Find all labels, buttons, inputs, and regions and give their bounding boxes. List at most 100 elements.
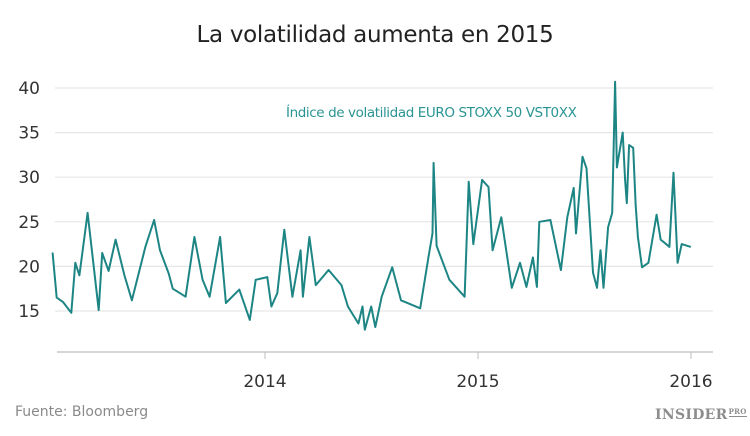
- data-point: [159, 249, 161, 252]
- data-point: [114, 238, 117, 241]
- data-point: [101, 252, 103, 254]
- data-point: [78, 274, 81, 277]
- data-point: [370, 305, 373, 308]
- data-point: [592, 271, 594, 274]
- data-point: [254, 278, 257, 281]
- data-point: [655, 213, 658, 216]
- insider-pro-logo: INSIDERPRO: [655, 407, 747, 423]
- y-tick-label: 20: [18, 257, 40, 277]
- data-point: [585, 167, 588, 170]
- data-point: [536, 286, 538, 288]
- data-point: [481, 179, 483, 181]
- x-tick-label: 2015: [456, 372, 499, 392]
- data-point: [572, 187, 575, 189]
- data-point: [596, 287, 598, 289]
- data-point: [299, 249, 302, 252]
- data-point: [616, 166, 618, 169]
- data-point: [270, 305, 273, 308]
- data-point: [419, 307, 422, 310]
- data-point: [153, 219, 155, 221]
- data-point: [435, 245, 438, 247]
- data-point: [86, 212, 89, 214]
- y-tick-label: 40: [18, 79, 40, 99]
- data-point: [621, 131, 624, 134]
- data-point: [276, 292, 279, 294]
- y-tick-label: 30: [18, 168, 40, 188]
- data-point: [467, 180, 470, 183]
- data-point: [689, 245, 692, 248]
- data-point: [171, 287, 174, 290]
- data-point: [448, 278, 451, 281]
- y-tick-label: 35: [18, 124, 40, 144]
- data-point: [184, 295, 187, 298]
- data-point: [97, 309, 100, 311]
- data-point: [357, 322, 360, 325]
- data-point: [487, 186, 490, 188]
- data-point: [668, 245, 671, 248]
- data-point: [308, 236, 311, 238]
- data-point: [532, 256, 534, 259]
- data-point: [266, 276, 269, 278]
- data-point: [611, 212, 614, 214]
- data-point: [363, 328, 366, 331]
- data-point: [659, 238, 662, 241]
- data-point: [427, 256, 430, 259]
- data-point: [641, 266, 643, 269]
- data-point: [167, 272, 170, 275]
- data-point: [549, 219, 552, 221]
- data-point: [626, 202, 628, 204]
- data-point: [283, 229, 286, 231]
- data-point: [144, 245, 147, 248]
- data-point: [340, 284, 343, 286]
- y-tick-label: 25: [18, 213, 40, 233]
- data-point: [327, 269, 330, 271]
- data-point: [463, 295, 466, 298]
- x-tick-label: 2016: [669, 372, 712, 392]
- data-point: [581, 155, 584, 158]
- data-point: [560, 269, 562, 271]
- data-point: [602, 287, 605, 289]
- data-point: [380, 295, 383, 298]
- y-tick-label: 15: [18, 302, 40, 322]
- data-point: [374, 326, 377, 328]
- data-point: [432, 162, 435, 164]
- data-point: [302, 295, 304, 298]
- data-point: [238, 288, 241, 291]
- data-point: [465, 249, 468, 252]
- data-point: [193, 236, 196, 238]
- data-point: [55, 296, 58, 299]
- data-point: [201, 278, 204, 281]
- data-point: [249, 319, 251, 321]
- series-annotation: Índice de volatilidad EURO STOXX 50 VST0…: [286, 104, 577, 121]
- data-point: [632, 146, 635, 149]
- data-point: [647, 262, 650, 264]
- data-point: [74, 262, 77, 264]
- data-point: [634, 203, 637, 205]
- data-point: [538, 221, 541, 223]
- data-point: [511, 287, 513, 289]
- data-point: [70, 311, 73, 314]
- data-point: [525, 286, 528, 288]
- data-point: [607, 226, 609, 228]
- data-point: [672, 171, 675, 174]
- data-point: [472, 243, 475, 245]
- data-point: [291, 295, 294, 298]
- data-point: [62, 301, 64, 303]
- data-point: [225, 302, 227, 304]
- data-point: [599, 249, 602, 252]
- series-line: [51, 80, 691, 331]
- data-point: [614, 80, 616, 83]
- data-point: [637, 236, 639, 238]
- data-point: [628, 144, 630, 146]
- data-point: [347, 305, 349, 308]
- data-point: [107, 270, 110, 272]
- data-point: [391, 266, 394, 269]
- data-point: [400, 299, 402, 302]
- data-point: [624, 179, 626, 181]
- data-point: [361, 305, 364, 308]
- data-point: [131, 299, 133, 302]
- data-point: [314, 284, 317, 286]
- x-tick-label: 2014: [243, 372, 286, 392]
- data-point: [431, 232, 434, 235]
- data-point: [676, 262, 679, 264]
